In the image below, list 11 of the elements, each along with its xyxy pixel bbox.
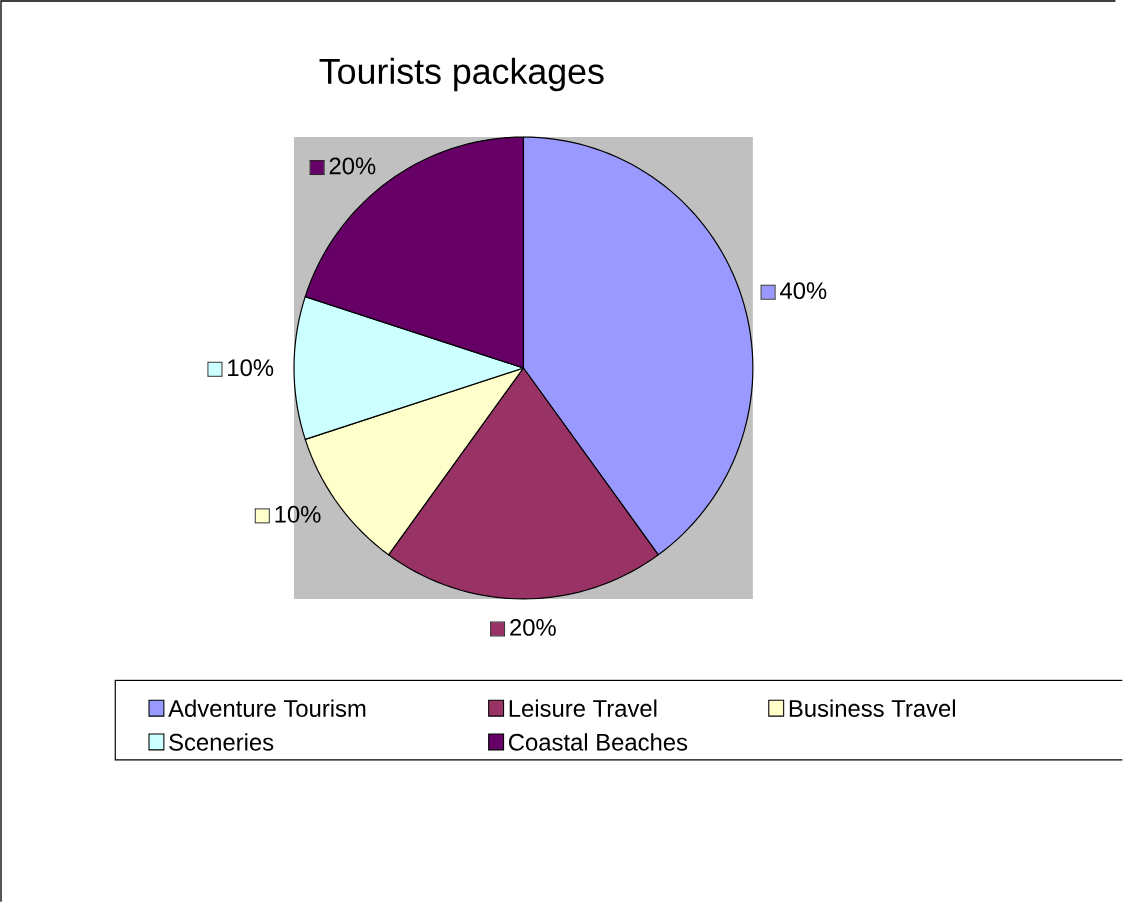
data-label: 20% bbox=[510, 619, 556, 637]
legend-label: Adventure Tourism bbox=[168, 699, 366, 718]
data-label: 20% bbox=[329, 157, 376, 175]
data-label: 10% bbox=[275, 506, 321, 523]
legend-label: Coastal Beaches bbox=[509, 733, 688, 751]
chart-title: Tourists packages bbox=[319, 58, 604, 92]
data-label: 40% bbox=[780, 282, 827, 300]
legend-label: Sceneries bbox=[169, 733, 274, 751]
data-label: 10% bbox=[228, 359, 274, 377]
legend-label: Business Travel bbox=[789, 699, 955, 718]
legend-label: Leisure Travel bbox=[509, 699, 657, 718]
